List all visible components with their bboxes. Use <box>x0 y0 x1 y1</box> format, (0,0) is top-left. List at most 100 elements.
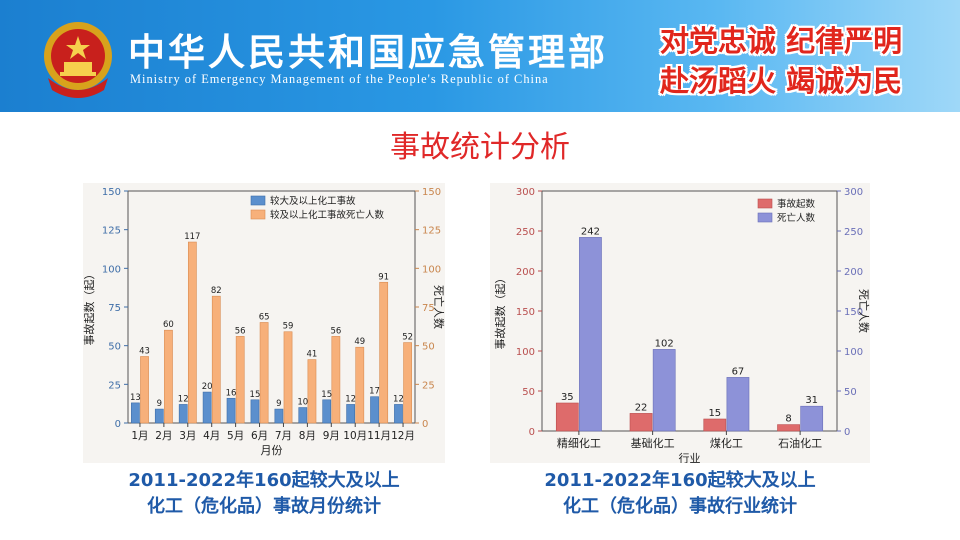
month-chart-panel: 0 0 25 25 50 50 75 75 100 100 125 125 150 150 13 43 1月 9 6… <box>82 183 446 463</box>
x-tick-label: 11月 <box>367 430 391 442</box>
month-caption-line-2: 化工（危化品）事故月份统计 <box>147 496 381 517</box>
org-name-chinese: 中华人民共和国应急管理部 <box>128 30 608 74</box>
industry-caption-line-2: 化工（危化品）事故行业统计 <box>563 496 797 517</box>
bar-series-2 <box>307 359 317 424</box>
data-label-series-2: 56 <box>235 326 246 336</box>
month-chart: 0 0 25 25 50 50 75 75 100 100 125 125 150 150 13 43 1月 9 6… <box>82 187 446 457</box>
bar-series-2 <box>259 322 269 424</box>
bar-series-2 <box>355 346 365 424</box>
right-axis-tick-label: 25 <box>422 380 435 391</box>
x-tick-label: 5月 <box>227 430 244 442</box>
industry-caption-line-1: 2011-2022年160起较大及以上 <box>544 470 816 491</box>
bar-series-1 <box>131 402 140 424</box>
data-label-series-1: 17 <box>369 387 380 397</box>
data-label-series-1: 12 <box>178 394 189 404</box>
data-label-series-1: 16 <box>226 388 237 398</box>
x-tick-label: 10月 <box>343 430 367 442</box>
bar-series-2 <box>283 331 293 424</box>
left-axis-tick-label: 125 <box>102 226 121 237</box>
industry-chart-panel: 0 0 50 50 100 100 150 150 200 200 250 250 300 300 35 24… <box>490 183 871 465</box>
data-label-series-2: 67 <box>732 366 745 377</box>
x-tick-label: 8月 <box>299 430 316 442</box>
left-axis-tick-label: 150 <box>516 307 535 318</box>
x-tick-label: 1月 <box>131 430 148 442</box>
x-tick-label: 煤化工 <box>710 436 743 450</box>
x-axis-title: 行业 <box>679 452 701 463</box>
left-axis-tick-label: 100 <box>516 347 535 358</box>
legend-label-series-2: 死亡人数 <box>777 212 816 224</box>
data-label-series-2: 52 <box>402 333 413 343</box>
bar-series-2 <box>800 405 824 432</box>
left-axis-tick-label: 25 <box>108 380 121 391</box>
data-label-series-2: 102 <box>655 338 674 349</box>
y-axis-title: 事故起数（起） <box>493 273 507 350</box>
data-label-series-1: 35 <box>561 392 574 403</box>
right-axis-tick-label: 300 <box>844 187 863 198</box>
data-label-series-1: 12 <box>345 394 356 404</box>
bar-series-1 <box>394 404 403 424</box>
bar-series-2 <box>331 336 341 424</box>
x-tick-label: 12月 <box>391 430 415 442</box>
x-tick-label: 2月 <box>155 430 172 442</box>
header-banner: 中华人民共和国应急管理部 Ministry of Emergency Manag… <box>0 0 960 112</box>
x-tick-label: 4月 <box>203 430 220 442</box>
bar-series-1 <box>370 396 379 424</box>
left-axis-tick-label: 200 <box>516 267 535 278</box>
x-axis-title: 月份 <box>261 444 283 457</box>
left-axis-tick-label: 0 <box>115 419 121 430</box>
data-label-series-2: 31 <box>805 395 818 406</box>
right-axis-tick-label: 100 <box>422 264 441 275</box>
bar-series-1 <box>322 399 332 424</box>
data-label-series-2: 43 <box>139 346 150 356</box>
legend-swatch-series-1 <box>250 195 266 206</box>
bar-series-1 <box>703 418 727 432</box>
right-axis-tick-label: 0 <box>844 427 850 438</box>
national-emblem-icon <box>44 22 112 98</box>
bar-series-1 <box>250 399 260 424</box>
legend-swatch-series-2 <box>757 212 773 223</box>
bar-series-1 <box>777 424 800 432</box>
y2-axis-title: 死亡人数 <box>432 285 445 329</box>
bar-series-1 <box>202 391 212 424</box>
right-axis-tick-label: 250 <box>844 227 863 238</box>
left-axis-tick-label: 250 <box>516 227 535 238</box>
bar-series-2 <box>140 356 149 424</box>
data-label-series-2: 91 <box>378 272 389 282</box>
bar-series-1 <box>178 404 188 424</box>
bar-series-2 <box>235 336 245 424</box>
bar-series-1 <box>274 408 284 424</box>
data-label-series-2: 82 <box>211 286 222 296</box>
data-label-series-1: 15 <box>321 390 332 400</box>
bar-series-2 <box>652 349 676 432</box>
x-tick-label: 9月 <box>323 430 340 442</box>
industry-chart: 0 0 50 50 100 100 150 150 200 200 250 250 300 300 35 24… <box>493 187 871 465</box>
legend-label-series-1: 较大及以上化工事故 <box>270 195 356 207</box>
industry-chart-caption: 2011-2022年160起较大及以上 化工（危化品）事故行业统计 <box>490 468 870 520</box>
x-tick-label: 基础化工 <box>631 436 675 450</box>
legend-swatch-series-1 <box>757 198 773 209</box>
data-label-series-1: 20 <box>202 382 213 392</box>
month-chart-caption: 2011-2022年160起较大及以上 化工（危化品）事故月份统计 <box>83 468 445 520</box>
data-label-series-2: 65 <box>259 312 270 322</box>
data-label-series-2: 60 <box>163 320 174 330</box>
left-axis-tick-label: 50 <box>108 342 121 353</box>
bar-series-2 <box>211 295 221 424</box>
data-label-series-1: 8 <box>785 414 791 425</box>
section-title: 事故统计分析 <box>390 130 570 165</box>
y-axis-title: 事故起数（起） <box>83 269 96 346</box>
bar-series-2 <box>379 281 389 424</box>
y2-axis-title: 死亡人数 <box>857 289 870 333</box>
bar-series-1 <box>154 408 164 424</box>
data-label-series-2: 49 <box>354 337 365 347</box>
left-axis-tick-label: 150 <box>102 187 121 198</box>
right-axis-tick-label: 150 <box>422 187 441 198</box>
bar-series-2 <box>726 377 750 432</box>
data-label-series-1: 15 <box>250 390 261 400</box>
data-label-series-1: 13 <box>130 393 141 403</box>
bar-series-2 <box>164 329 173 424</box>
data-label-series-1: 12 <box>393 394 404 404</box>
data-label-series-1: 10 <box>297 398 308 408</box>
right-axis-tick-label: 150 <box>844 307 863 318</box>
left-axis-tick-label: 0 <box>529 427 535 438</box>
month-caption-line-1: 2011-2022年160起较大及以上 <box>128 470 400 491</box>
